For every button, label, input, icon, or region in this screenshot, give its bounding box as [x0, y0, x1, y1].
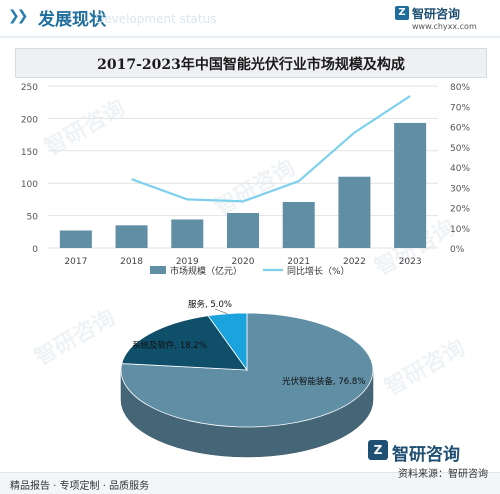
pie-leader-line [214, 308, 228, 314]
section-ghost-text: Development status [95, 12, 217, 26]
y-left-tick-label: 150 [21, 148, 38, 158]
brand-logo-icon: Z [395, 6, 409, 20]
brand-url: www.chyxx.com [412, 22, 477, 31]
bar [59, 230, 92, 248]
combo-chart: 0 50 100 150 200 250 0% 10% 20% 30% 40% 50% 60% 70% 80… [21, 83, 471, 277]
y-right-tick-label: 70% [450, 103, 470, 113]
y-left-tick-label: 250 [21, 83, 38, 93]
y-left-tick-label: 50 [27, 213, 39, 223]
pie-data-label: 服务, 5.0% [188, 299, 232, 310]
bar [115, 225, 148, 248]
pie-slice [121, 315, 248, 371]
chart-title: 2017-2023年中国智能光伏行业市场规模及构成 [97, 57, 405, 73]
y-left-tick-label: 100 [21, 180, 38, 190]
chart-title-bar: 2017-2023年中国智能光伏行业市场规模及构成 [15, 48, 487, 78]
header-divider [0, 36, 500, 38]
y-right-tick-label: 0% [450, 245, 465, 255]
bar [394, 122, 427, 248]
page-footer: 精品报告 · 专项定制 · 品质服务 [0, 472, 500, 494]
y-left-tick-label: 0 [32, 245, 38, 255]
x-tick-label: 2019 [176, 257, 199, 267]
y-left-tick-label: 200 [21, 115, 38, 125]
chevron-right-icon: ❯❯ [8, 8, 28, 24]
x-tick-label: 2023 [399, 257, 422, 267]
legend-label: 同比增长（%） [287, 265, 350, 277]
chart-legend: 市场规模（亿元） 同比增长（%） [150, 265, 350, 277]
bar [227, 213, 259, 248]
legend-label: 市场规模（亿元） [170, 265, 242, 277]
footer-brand-name: 智研咨询 [392, 445, 460, 465]
pie-chart: 光伏智能装备, 76.8% 系统及软件, 18.2% 服务, 5.0% [120, 299, 374, 458]
x-tick-label: 2018 [120, 257, 143, 267]
legend-swatch-bar [150, 266, 166, 274]
x-tick-label: 2021 [287, 257, 310, 267]
footer-tagline: 精品报告 · 专项定制 · 品质服务 [10, 481, 150, 492]
y-right-tick-label: 10% [450, 225, 470, 235]
y-right-tick-label: 50% [450, 144, 470, 154]
y-right-tick-label: 40% [450, 164, 470, 174]
pie-slice [207, 312, 248, 372]
footer-brand-logo-icon: Z [368, 440, 388, 460]
pie-data-label: 光伏智能装备, 76.8% [282, 376, 365, 387]
y-right-tick-label: 60% [450, 124, 470, 134]
section-title: 发展现状 [38, 10, 106, 30]
x-tick-label: 2022 [343, 257, 366, 267]
y-right-tick-label: 20% [450, 205, 470, 215]
page-header: ❯❯ 发展现状 Development status Z 智研咨询 www.ch… [0, 0, 500, 36]
growth-line [131, 95, 411, 203]
bar [171, 219, 204, 248]
bar [282, 201, 315, 248]
x-tick-label: 2020 [232, 257, 255, 267]
footer-source: 资料来源：智研咨询 [398, 469, 488, 480]
x-tick-label: 2017 [64, 257, 87, 267]
brand-name: 智研咨询 [412, 7, 461, 21]
y-right-tick-label: 30% [450, 184, 470, 194]
pie-data-label: 系统及软件, 18.2% [132, 340, 207, 351]
bar [338, 176, 371, 248]
y-right-tick-label: 80% [450, 83, 470, 93]
